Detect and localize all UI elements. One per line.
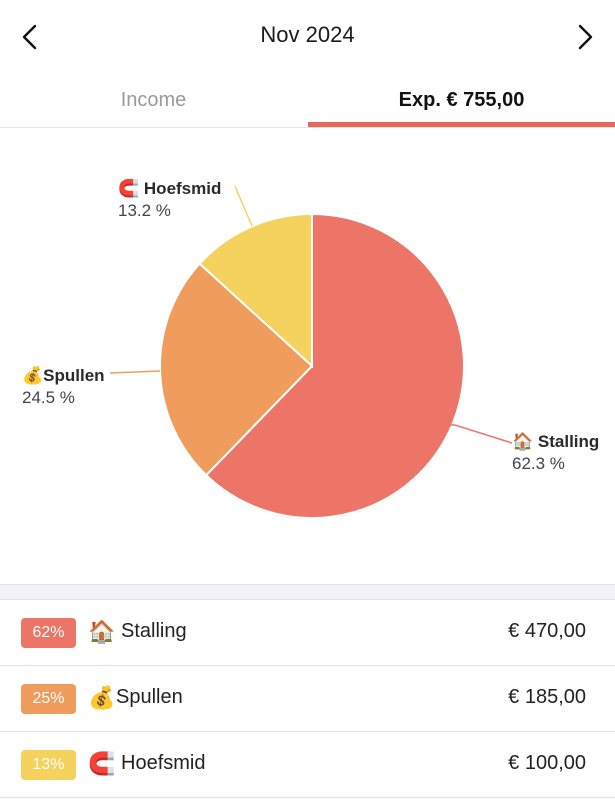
list-item-spullen[interactable]: 25% 💰 Spullen € 185,00 [0,666,615,732]
stalling-emoji: 🏠 [512,432,534,451]
tab-income[interactable]: Income [120,88,187,111]
category-label: Spullen [116,686,183,708]
month-title: Nov 2024 [260,22,355,47]
category-amount: € 470,00 [508,620,586,642]
pie-slice-stalling[interactable] [204,212,465,519]
category-amount: € 100,00 [508,752,586,774]
pie-label-hoefsmid: 🧲 Hoefsmid 13.2 % [118,178,221,222]
pie-slice-spullen[interactable] [159,262,314,477]
pie-label-name: Hoefsmid [143,179,222,198]
percent-badge: 25% [21,684,76,714]
chevron-left-icon [22,24,37,50]
header: Nov 2024 [0,0,615,72]
hoefsmid-emoji: 🧲 [118,179,140,198]
chevron-right-icon [578,24,593,50]
list-item-stalling[interactable]: 62% 🏠 Stalling € 470,00 [0,600,615,666]
type-tabs: Income Exp. € 755,00 [0,72,615,128]
pie-label-spullen: 💰Spullen 24.5 % [22,365,105,409]
pie-label-name: Stalling [537,432,600,451]
active-tab-indicator [308,122,615,127]
tab-expense[interactable]: Exp. € 755,00 [398,88,525,111]
pie-label-name: Spullen [43,366,105,385]
category-amount: € 185,00 [508,686,586,708]
spullen-emoji: 💰 [22,366,44,385]
category-list: 62% 🏠 Stalling € 470,00 25% 💰 Spullen € … [0,600,615,798]
pie-slice-hoefsmid[interactable] [198,212,313,369]
list-item-hoefsmid[interactable]: 13% 🧲 Hoefsmid € 100,00 [0,732,615,798]
magnet-icon: 🧲 [88,751,116,776]
category-label: Hoefsmid [121,752,206,774]
pie-svg [109,185,513,519]
pie-label-percent: 62.3 % [512,454,565,473]
leader-line-stalling [398,424,513,444]
expense-pie-chart: 🧲 Hoefsmid 13.2 % 💰Spullen 24.5 % 🏠 Stal… [0,128,615,584]
percent-badge: 13% [21,750,76,780]
pie-label-stalling: 🏠 Stalling 62.3 % [512,431,599,475]
pie-label-percent: 24.5 % [22,388,75,407]
prev-month-button[interactable] [12,20,46,54]
leader-line-spullen [109,370,161,374]
next-month-button[interactable] [569,20,603,54]
percent-badge: 62% [21,618,76,648]
house-icon: 🏠 [88,619,116,644]
section-separator [0,584,615,600]
leader-line-hoefsmid [234,185,253,227]
category-label: Stalling [121,620,187,642]
money-bag-icon: 💰 [88,685,116,710]
pie-label-percent: 13.2 % [118,201,171,220]
